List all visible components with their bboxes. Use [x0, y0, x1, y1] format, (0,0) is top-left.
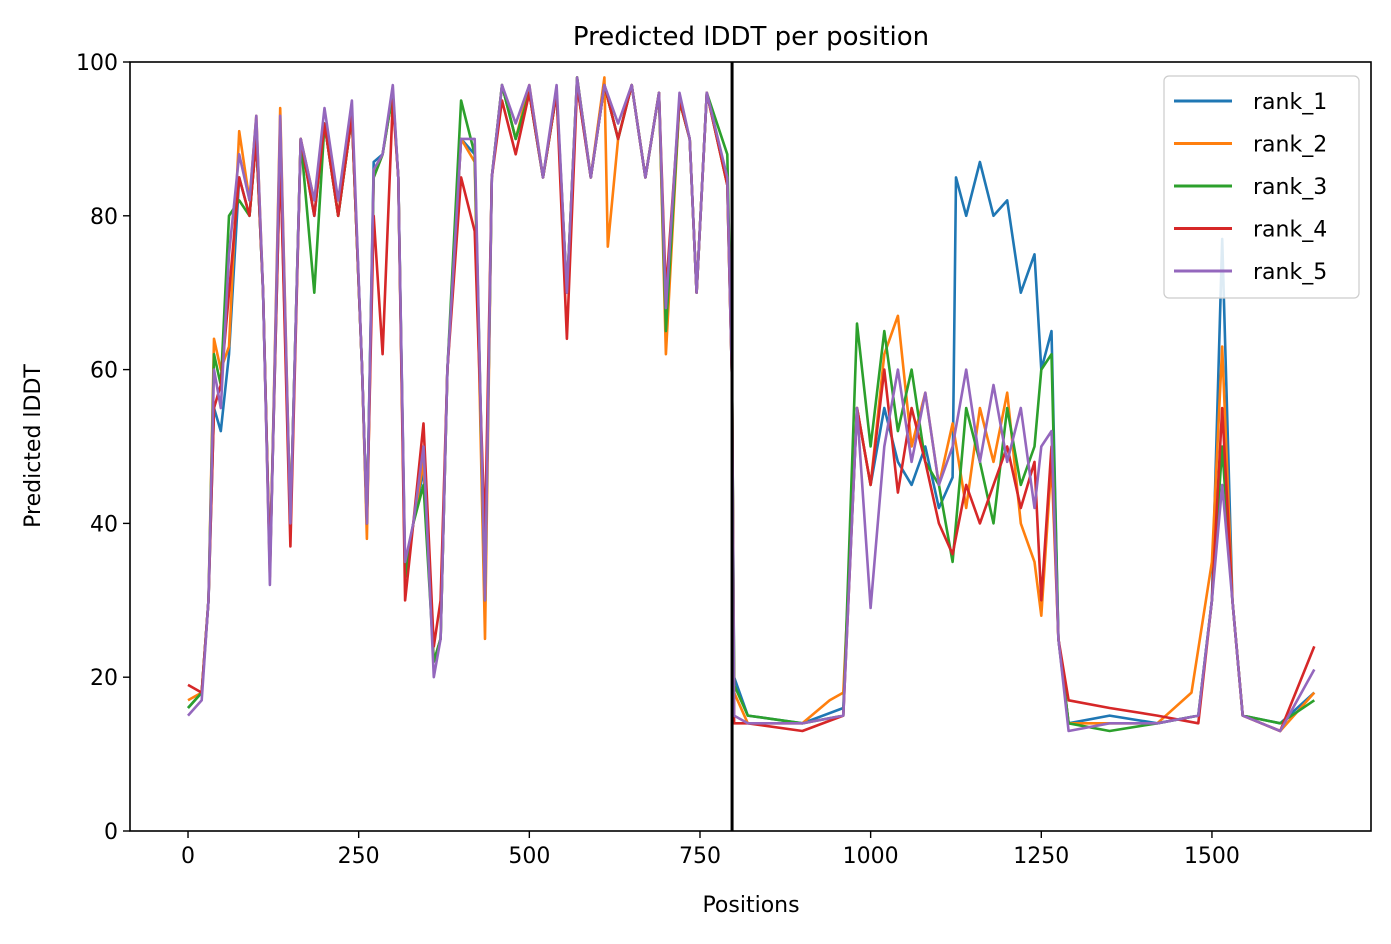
legend: rank_1 rank_2 rank_3 rank_4 rank_5: [1163, 75, 1360, 299]
x-tick-label: 0: [181, 844, 195, 869]
legend-label: rank_3: [1253, 175, 1327, 200]
x-tick-label: 1500: [1184, 844, 1240, 869]
legend-label: rank_2: [1253, 133, 1327, 158]
y-tick-label: 40: [90, 512, 118, 537]
series-line-rank-4: [187, 83, 1316, 733]
x-tick-label: 250: [338, 844, 380, 869]
plot-frame: [129, 61, 1372, 832]
y-tick-label: 80: [90, 205, 118, 230]
legend-frame: [1163, 75, 1360, 299]
series-line-rank-3: [187, 76, 1316, 733]
series-layer: [187, 76, 1316, 733]
y-tick-label: 100: [76, 51, 118, 76]
y-tick-label: 0: [104, 820, 118, 845]
series-line-rank-2: [187, 76, 1316, 733]
legend-label: rank_4: [1253, 218, 1327, 243]
ticks-layer: 0 250 500 750 1000 1250 1500 0 20 40 60 80 100: [76, 51, 1240, 869]
y-axis-title: Predicted lDDT: [21, 364, 46, 528]
chart-title: Predicted lDDT per position: [573, 22, 929, 52]
x-tick-label: 500: [508, 844, 550, 869]
legend-label: rank_5: [1253, 260, 1327, 285]
y-tick-label: 60: [90, 359, 118, 384]
y-tick-label: 20: [90, 666, 118, 691]
x-tick-label: 1250: [1013, 844, 1069, 869]
x-tick-label: 750: [679, 844, 721, 869]
series-line-rank-5: [187, 76, 1316, 733]
x-axis-title: Positions: [702, 893, 799, 918]
x-tick-label: 1000: [843, 844, 899, 869]
series-line-rank-1: [187, 83, 1316, 725]
legend-label: rank_1: [1253, 90, 1327, 115]
